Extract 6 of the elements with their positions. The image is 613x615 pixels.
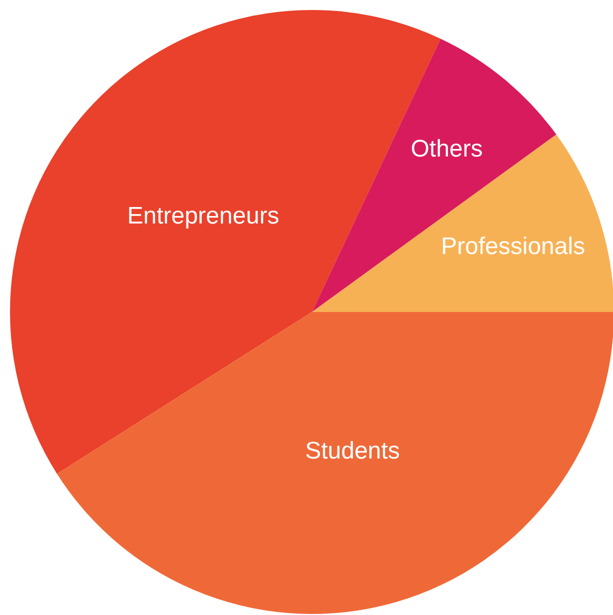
- slice-label: Others: [410, 136, 483, 163]
- slice-label: Entrepreneurs: [127, 202, 280, 230]
- slice-label: Professionals: [441, 233, 586, 260]
- pie-slice: [57, 312, 613, 614]
- slice-label: Students: [305, 438, 400, 465]
- pie-slice: [312, 134, 613, 312]
